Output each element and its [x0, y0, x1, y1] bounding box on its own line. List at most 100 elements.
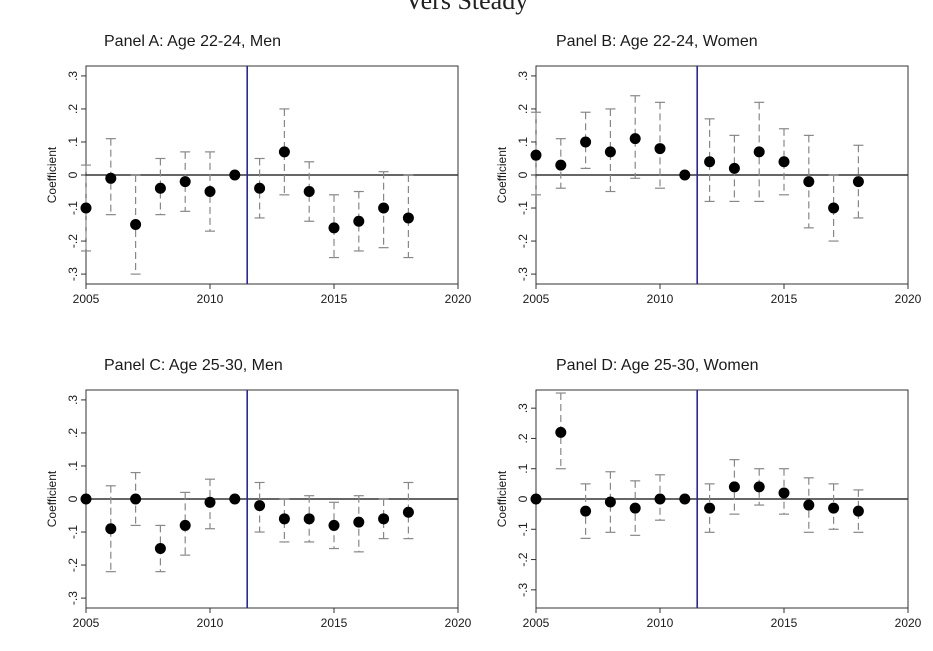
data-point	[204, 496, 216, 508]
y-tick-label: .2	[66, 104, 80, 114]
data-point	[629, 502, 641, 514]
panel-title: Panel D: Age 25-30, Women	[556, 357, 759, 374]
figure-top-title-cutoff: Vers Steady	[404, 0, 529, 15]
data-point	[555, 426, 567, 438]
y-tick-label: -.3	[516, 583, 530, 597]
data-point	[105, 172, 117, 184]
x-tick-label: 2010	[197, 292, 224, 306]
data-point	[328, 222, 340, 234]
data-point	[179, 176, 191, 188]
y-tick-label: 0	[516, 495, 530, 502]
y-tick-label: -.3	[66, 591, 80, 605]
data-point	[254, 182, 266, 194]
y-tick-label: -.2	[516, 552, 530, 566]
y-tick-label: 0	[66, 171, 80, 178]
x-tick-label: 2010	[197, 616, 224, 630]
x-tick-label: 2005	[523, 292, 550, 306]
y-tick-label: -.1	[516, 201, 530, 215]
data-point	[530, 493, 542, 505]
x-tick-label: 2020	[895, 616, 922, 630]
data-point	[154, 182, 166, 194]
data-point	[654, 493, 666, 505]
data-point	[278, 513, 290, 525]
data-point	[229, 169, 241, 181]
data-point	[254, 500, 266, 512]
data-point	[402, 506, 414, 518]
panel-c: Panel C: Age 25-30, Men .3 .2 .1 0 -.1 -.2 -.3 C…	[45, 357, 472, 630]
data-point	[704, 156, 716, 168]
y-tick-label: -.2	[66, 558, 80, 572]
x-tick-label: 2015	[321, 616, 348, 630]
x-tick-label: 2010	[647, 616, 674, 630]
panel-d: Panel D: Age 25-30, Women .3 .2 .1 0 -.1 -.2 -.…	[495, 357, 922, 630]
data-point	[303, 186, 315, 198]
data-point	[130, 493, 142, 505]
y-tick-label: -.3	[516, 267, 530, 281]
y-tick-label: .1	[516, 463, 530, 473]
data-point	[353, 215, 365, 227]
data-point	[580, 136, 592, 148]
panel-title: Panel A: Age 22-24, Men	[104, 33, 281, 50]
data-point	[555, 159, 567, 171]
y-tick-label: -.2	[516, 234, 530, 248]
data-point	[778, 156, 790, 168]
x-tick-label: 2005	[523, 616, 550, 630]
x-tick-label: 2015	[771, 616, 798, 630]
data-point	[679, 169, 691, 181]
y-tick-label: .1	[66, 461, 80, 471]
y-axis-label: Coefficient	[45, 146, 59, 203]
y-tick-label: -.1	[66, 525, 80, 539]
data-point	[303, 513, 315, 525]
data-point	[728, 481, 740, 493]
data-point	[778, 487, 790, 499]
y-tick-label: 0	[66, 495, 80, 502]
panel-title: Panel C: Age 25-30, Men	[104, 357, 283, 374]
y-tick-label: -.1	[516, 522, 530, 536]
panel-title: Panel B: Age 22-24, Women	[556, 33, 758, 50]
data-point	[852, 176, 864, 188]
data-point	[530, 149, 542, 161]
data-point	[679, 493, 691, 505]
panel-b: Panel B: Age 22-24, Women .3 .2 .1 0 -.1 -.2 -.…	[495, 33, 922, 306]
y-tick-label: .3	[516, 71, 530, 81]
x-tick-label: 2015	[771, 292, 798, 306]
x-tick-label: 2010	[647, 292, 674, 306]
y-axis-label: Coefficient	[495, 146, 509, 203]
data-point	[353, 516, 365, 528]
data-point	[803, 499, 815, 511]
y-axis-label: Coefficient	[45, 470, 59, 527]
y-tick-label: .3	[66, 71, 80, 81]
x-tick-label: 2005	[73, 292, 100, 306]
y-tick-label: 0	[516, 171, 530, 178]
data-point	[728, 162, 740, 174]
data-point	[80, 202, 92, 214]
data-point	[229, 493, 241, 505]
data-point	[402, 212, 414, 224]
data-point	[828, 202, 840, 214]
data-point	[828, 502, 840, 514]
data-point	[278, 146, 290, 158]
data-point	[704, 502, 716, 514]
y-tick-label: .2	[516, 433, 530, 443]
data-point	[130, 219, 142, 231]
panel-a: Panel A: Age 22-24, Men .3 .2 .1 0 -.1 -.2 -.3 C…	[45, 33, 472, 306]
y-tick-label: .1	[66, 137, 80, 147]
data-point	[753, 481, 765, 493]
y-tick-label: -.1	[66, 201, 80, 215]
y-tick-label: .2	[66, 428, 80, 438]
data-point	[604, 496, 616, 508]
data-point	[803, 176, 815, 188]
data-point	[105, 523, 117, 535]
data-point	[204, 186, 216, 198]
data-point	[378, 202, 390, 214]
y-tick-label: -.3	[66, 267, 80, 281]
x-tick-label: 2015	[321, 292, 348, 306]
data-point	[753, 146, 765, 158]
x-tick-label: 2020	[445, 616, 472, 630]
data-point	[179, 519, 191, 531]
data-point	[629, 133, 641, 145]
data-point	[580, 505, 592, 517]
y-tick-label: .2	[516, 104, 530, 114]
data-point	[154, 543, 166, 555]
x-tick-label: 2005	[73, 616, 100, 630]
